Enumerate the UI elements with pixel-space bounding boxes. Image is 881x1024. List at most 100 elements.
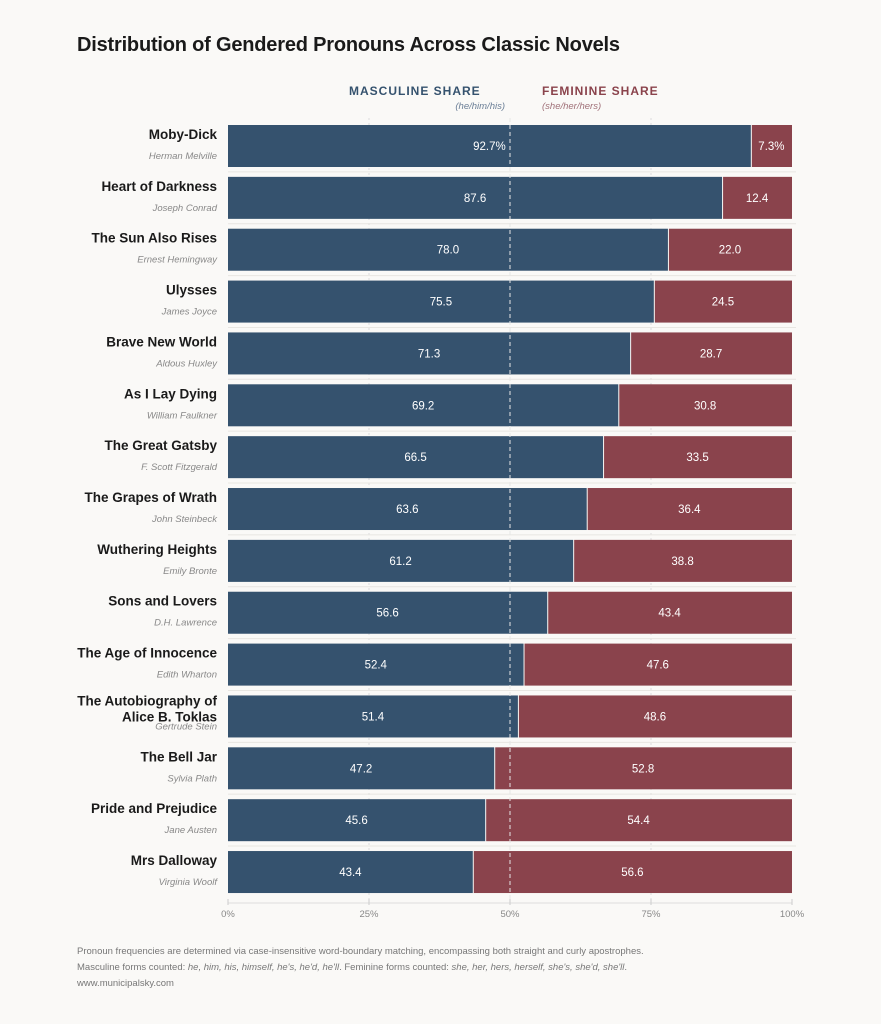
bar-masculine [228,176,723,219]
bar-masculine [228,384,619,427]
novel-title: Ulysses [166,283,217,298]
bar-feminine [587,488,792,531]
x-tick-label: 25% [359,909,379,920]
novel-author: Aldous Huxley [155,358,218,369]
footnote: Pronoun frequencies are determined via c… [77,944,644,992]
novel-author: James Joyce [161,307,217,318]
novel-author: Emily Bronte [163,566,217,577]
label-masculine: 63.6 [396,504,418,516]
footnote-line-1: Pronoun frequencies are determined via c… [77,946,644,957]
bar-feminine [473,851,792,894]
masc-forms: he, him, his, himself, he's, he'd, he'll [187,962,340,973]
label-masculine: 69.2 [412,400,434,412]
novel-title: The Great Gatsby [104,438,217,453]
footnote-line-2: Masculine forms counted: he, him, his, h… [77,960,644,976]
novel-title: Brave New World [106,334,217,349]
bar-feminine [723,176,792,219]
label-feminine: 28.7 [700,348,722,360]
novel-author: Edith Wharton [157,670,217,681]
bar-masculine [228,799,486,842]
label-masculine: 66.5 [404,452,426,464]
legend-masculine-subtitle: (he/him/his) [455,101,505,112]
label-feminine: 22.0 [719,245,741,257]
novel-title: The Grapes of Wrath [84,490,217,505]
source-url: www.municipalsky.com [77,978,174,989]
label-masculine: 45.6 [345,815,367,827]
label-feminine: 47.6 [647,660,669,672]
x-tick-label: 0% [221,909,235,920]
novel-title: The Bell Jar [140,749,217,764]
novel-title: Mrs Dalloway [131,853,218,868]
bar-masculine [228,539,574,582]
chart-title: Distribution of Gendered Pronouns Across… [77,34,620,56]
label-feminine: 24.5 [712,297,734,309]
novel-author: Jane Austen [164,825,217,836]
label-masculine: 52.4 [365,660,388,672]
novel-author: Sylvia Plath [167,773,217,784]
bar-feminine [604,436,792,479]
bar-masculine [228,851,473,894]
x-tick-label: 50% [500,909,520,920]
label-masculine: 43.4 [339,867,362,879]
fem-forms: she, her, hers, herself, she's, she'd, s… [451,962,625,973]
label-masculine: 92.7% [473,141,506,153]
novel-author: Herman Melville [149,151,217,162]
bar-feminine [631,332,792,375]
bar-feminine [518,695,792,738]
bar-masculine [228,125,751,167]
novel-title: Sons and Lovers [108,594,217,609]
novel-title: As I Lay Dying [124,386,217,401]
novel-title: The Age of Innocence [77,646,217,661]
label-feminine: 7.3% [758,141,784,153]
bar-masculine [228,436,604,479]
bar-feminine [486,799,792,842]
legend-feminine: FEMININE SHARE [542,84,659,98]
bar-masculine [228,280,654,323]
legend-masculine: MASCULINE SHARE [349,84,481,98]
label-masculine: 51.4 [362,711,385,723]
label-feminine: 56.6 [621,867,643,879]
novel-author: John Steinbeck [151,514,218,525]
bar-masculine [228,332,631,375]
novel-author: Gertrude Stein [155,721,217,732]
label-feminine: 48.6 [644,711,666,723]
label-feminine: 36.4 [678,504,701,516]
novel-title: Heart of Darkness [101,179,217,194]
bar-masculine [228,747,495,790]
bar-feminine [574,539,792,582]
novel-title: Moby-Dick [149,127,218,142]
label-feminine: 52.8 [632,763,654,775]
x-tick-label: 100% [780,909,805,920]
novel-title: The Autobiography of [77,693,217,708]
bar-feminine [524,643,792,686]
legend-feminine-subtitle: (she/her/hers) [542,101,602,112]
bar-feminine [751,125,792,167]
label-masculine: 75.5 [430,297,452,309]
bar-feminine [668,228,792,271]
bar-feminine [548,591,792,634]
novel-title: The Sun Also Rises [91,231,217,246]
novel-title: Alice B. Toklas [122,709,217,724]
bar-feminine [654,280,792,323]
novel-title: Pride and Prejudice [91,801,218,816]
label-masculine: 71.3 [418,348,440,360]
x-tick-label: 75% [641,909,661,920]
bar-masculine [228,488,587,531]
bar-masculine [228,591,548,634]
suffix: . [624,962,628,973]
novel-author: F. Scott Fitzgerald [141,462,218,473]
novel-author: Joseph Conrad [152,203,218,214]
bar-masculine [228,695,518,738]
label-feminine: 30.8 [694,400,716,412]
label-masculine: 61.2 [389,556,411,568]
label-masculine: 47.2 [350,763,372,775]
label-feminine: 33.5 [686,452,708,464]
novel-author: Virginia Woolf [159,877,219,888]
novel-author: William Faulkner [147,410,218,421]
novel-author: Ernest Hemingway [137,255,218,266]
label-feminine: 54.4 [627,815,650,827]
bar-masculine [228,643,524,686]
fem-prefix: . Feminine forms counted: [339,962,452,973]
